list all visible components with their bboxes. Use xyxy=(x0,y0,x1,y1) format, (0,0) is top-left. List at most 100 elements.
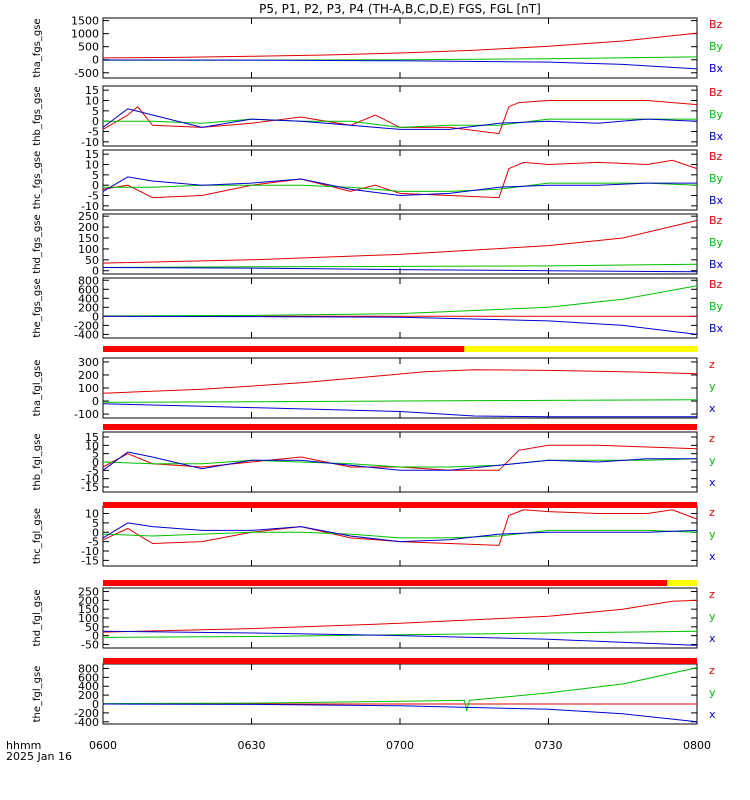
series-line-z xyxy=(102,599,698,633)
y-tick-label: 10 xyxy=(85,508,99,521)
y-axis-label: thd_fgl_gse xyxy=(32,590,43,647)
legend-By: By xyxy=(709,236,724,249)
panel-frame xyxy=(102,505,698,567)
y-axis-label: thc_fgs_gse xyxy=(32,151,43,210)
series-line-By xyxy=(102,285,698,317)
y-tick-label: 50 xyxy=(85,254,99,267)
y-tick-label: 0 xyxy=(92,179,99,192)
series-line-Bx xyxy=(102,267,698,273)
series-line-Bx xyxy=(102,59,698,70)
legend-x: x xyxy=(709,708,716,721)
y-tick-label: 5 xyxy=(92,169,99,182)
y-tick-label: 10 xyxy=(85,94,99,107)
legend-z: z xyxy=(709,432,715,445)
x-tick-label: 0730 xyxy=(535,739,563,752)
y-tick-label: -400 xyxy=(74,716,99,729)
x-tick-label: 0800 xyxy=(683,739,711,752)
status-bar-segment xyxy=(103,580,668,586)
y-tick-label: -500 xyxy=(74,67,99,80)
y-tick-label: -10 xyxy=(81,136,99,149)
y-tick-label: 15 xyxy=(85,84,99,97)
y-tick-label: -10 xyxy=(81,473,99,486)
series-line-z xyxy=(102,509,698,546)
status-bar-segment xyxy=(103,502,697,508)
panel-frame xyxy=(102,85,698,147)
panel-frame xyxy=(102,663,698,725)
x-axis-date-label: 2025 Jan 16 xyxy=(6,750,72,763)
legend-By: By xyxy=(709,108,724,121)
y-tick-label: 5 xyxy=(92,105,99,118)
y-axis-label: thd_fgs_gse xyxy=(32,214,43,273)
y-tick-label: 200 xyxy=(78,221,99,234)
y-tick-label: 50 xyxy=(85,621,99,634)
y-tick-label: 5 xyxy=(92,517,99,530)
panel-frame xyxy=(102,431,698,493)
series-line-By xyxy=(102,263,698,268)
y-tick-label: 0 xyxy=(92,54,99,67)
y-tick-label: 0 xyxy=(92,115,99,128)
series-line-Bz xyxy=(102,32,698,59)
y-tick-label: 100 xyxy=(78,243,99,256)
y-tick-label: 10 xyxy=(85,439,99,452)
y-tick-label: 100 xyxy=(78,612,99,625)
y-tick-label: 15 xyxy=(85,431,99,444)
legend-By: By xyxy=(709,172,724,185)
panel-frame xyxy=(102,357,698,419)
series-line-y xyxy=(102,399,698,403)
legend-x: x xyxy=(709,550,716,563)
legend-x: x xyxy=(709,476,716,489)
y-tick-label: 400 xyxy=(78,292,99,305)
series-line-x xyxy=(102,630,698,646)
legend-y: y xyxy=(709,686,716,699)
y-tick-label: 600 xyxy=(78,283,99,296)
legend-Bz: Bz xyxy=(709,278,723,291)
y-tick-label: 400 xyxy=(78,680,99,693)
legend-Bz: Bz xyxy=(709,18,723,31)
y-tick-label: 0 xyxy=(92,630,99,643)
legend-x: x xyxy=(709,402,716,415)
x-tick-label: 0630 xyxy=(238,739,266,752)
status-bar-segment xyxy=(103,658,697,664)
y-tick-label: -200 xyxy=(74,319,99,332)
series-line-By xyxy=(103,118,697,128)
y-axis-label: thc_fgl_gse xyxy=(32,508,43,564)
y-tick-label: -200 xyxy=(74,707,99,720)
series-line-Bx xyxy=(102,315,698,335)
y-tick-label: 200 xyxy=(78,689,99,702)
x-axis: 0600 0630 0700 0730 0800 xyxy=(89,739,711,752)
y-tick-label: 1000 xyxy=(71,28,99,41)
y-axis-label: tha_fgs_gse xyxy=(32,18,43,77)
legend-Bx: Bx xyxy=(709,62,724,75)
legend-Bx: Bx xyxy=(709,322,724,335)
series-line-y xyxy=(102,667,698,711)
x-tick-label: 0600 xyxy=(89,739,117,752)
status-bar-segment xyxy=(103,346,465,352)
y-tick-label: 150 xyxy=(78,232,99,245)
series-line-Bz xyxy=(102,159,698,199)
y-tick-label: 0 xyxy=(92,310,99,323)
y-tick-label: 0 xyxy=(92,395,99,408)
y-tick-label: 200 xyxy=(78,594,99,607)
series-line-x xyxy=(102,522,698,543)
y-tick-label: -400 xyxy=(74,328,99,341)
y-tick-label: 250 xyxy=(78,210,99,223)
legend-x: x xyxy=(709,632,716,645)
y-tick-label: 800 xyxy=(78,662,99,675)
legend-y: y xyxy=(709,528,716,541)
y-tick-label: 300 xyxy=(78,356,99,369)
legend-z: z xyxy=(709,664,715,677)
status-bar-segment xyxy=(103,424,697,430)
y-axis-label: thb_fgl_gse xyxy=(32,434,43,491)
y-tick-label: 250 xyxy=(78,586,99,599)
series-line-x xyxy=(102,451,697,471)
y-tick-label: 1500 xyxy=(71,15,99,28)
series-line-Bz xyxy=(102,220,698,264)
y-tick-label: 0 xyxy=(92,456,99,469)
